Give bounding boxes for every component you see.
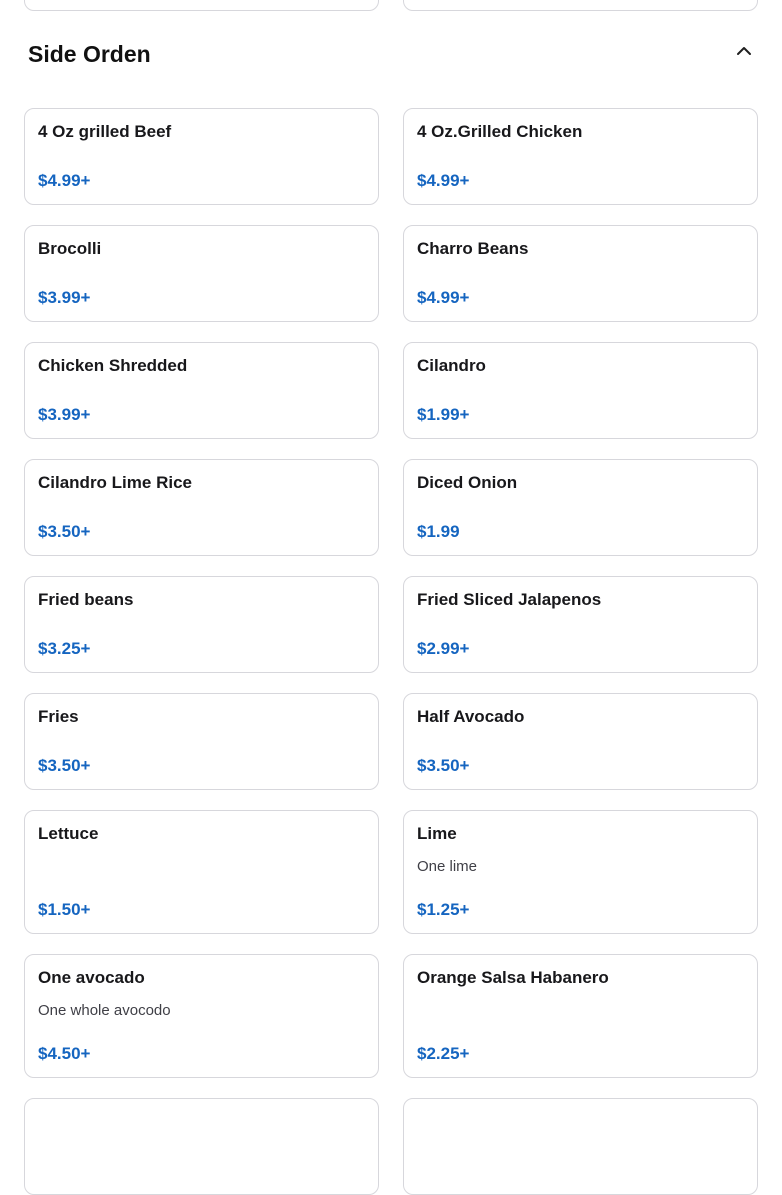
item-price: $4.99+ <box>38 171 91 190</box>
item-name: Fried Sliced Jalapenos <box>417 590 602 609</box>
next-row-partial <box>24 1098 758 1195</box>
menu-item-card[interactable]: Fries $3.50+ <box>24 693 379 790</box>
menu-item-card[interactable]: Brocolli $3.99+ <box>24 225 379 322</box>
menu-item-card[interactable]: Diced Onion $1.99 <box>403 459 758 556</box>
item-description: One whole avocodo <box>38 1002 171 1020</box>
item-price: $2.99+ <box>417 639 470 658</box>
menu-item-card[interactable]: Orange Salsa Habanero $2.25+ <box>403 954 758 1078</box>
item-price: $4.50+ <box>38 1044 91 1063</box>
menu-item-card[interactable]: One avocado One whole avocodo $4.50+ <box>24 954 379 1078</box>
section-title: Side Orden <box>28 41 151 67</box>
item-name: Half Avocado <box>417 707 525 726</box>
item-price: $3.99+ <box>38 288 91 307</box>
item-name: Chicken Shredded <box>38 356 188 375</box>
partial-card-bottom-left[interactable] <box>24 1098 379 1195</box>
item-price: $4.99+ <box>417 288 470 307</box>
item-name: Diced Onion <box>417 473 518 492</box>
menu-item-card[interactable]: Cilandro $1.99+ <box>403 342 758 439</box>
menu-item-card[interactable]: Lime One lime $1.25+ <box>403 810 758 934</box>
item-price: $3.25+ <box>38 639 91 658</box>
item-price: $3.50+ <box>38 756 91 775</box>
item-description: One lime <box>417 858 478 876</box>
previous-section-partial-row <box>24 0 758 11</box>
item-name: Cilandro Lime Rice <box>38 473 192 492</box>
partial-card-bottom-right[interactable] <box>403 1098 758 1195</box>
item-name: Lettuce <box>38 824 99 843</box>
item-name: Orange Salsa Habanero <box>417 968 609 987</box>
item-price: $1.99+ <box>417 405 470 424</box>
item-price: $1.50+ <box>38 900 91 919</box>
section-header: Side Orden <box>28 40 756 68</box>
menu-item-card[interactable]: Fried Sliced Jalapenos $2.99+ <box>403 576 758 673</box>
menu-item-card[interactable]: Cilandro Lime Rice $3.50+ <box>24 459 379 556</box>
menu-item-card[interactable]: Lettuce $1.50+ <box>24 810 379 934</box>
item-name: Cilandro <box>417 356 486 375</box>
item-name: Brocolli <box>38 239 102 258</box>
item-price: $2.25+ <box>417 1044 470 1063</box>
item-price: $4.99+ <box>417 171 470 190</box>
item-name: Fries <box>38 707 79 726</box>
item-name: Fried beans <box>38 590 134 609</box>
item-price: $3.50+ <box>417 756 470 775</box>
partial-card-top-right[interactable] <box>403 0 758 11</box>
item-name: Charro Beans <box>417 239 529 258</box>
menu-item-card[interactable]: Half Avocado $3.50+ <box>403 693 758 790</box>
collapse-section-button[interactable] <box>734 41 754 61</box>
item-name: Lime <box>417 824 457 843</box>
item-name: 4 Oz.Grilled Chicken <box>417 122 583 141</box>
item-price: $3.99+ <box>38 405 91 424</box>
item-price: $1.99 <box>417 522 460 541</box>
chevron-up-icon <box>736 46 752 56</box>
item-price: $1.25+ <box>417 900 470 919</box>
menu-item-card[interactable]: 4 Oz grilled Beef $4.99+ <box>24 108 379 205</box>
item-price: $3.50+ <box>38 522 91 541</box>
partial-card-top-left[interactable] <box>24 0 379 11</box>
menu-item-card[interactable]: Fried beans $3.25+ <box>24 576 379 673</box>
item-name: One avocado <box>38 968 145 987</box>
item-name: 4 Oz grilled Beef <box>38 122 172 141</box>
menu-item-card[interactable]: Chicken Shredded $3.99+ <box>24 342 379 439</box>
menu-item-card[interactable]: 4 Oz.Grilled Chicken $4.99+ <box>403 108 758 205</box>
menu-item-card[interactable]: Charro Beans $4.99+ <box>403 225 758 322</box>
menu-items-grid: 4 Oz grilled Beef $4.99+ 4 Oz.Grilled Ch… <box>24 108 758 1078</box>
